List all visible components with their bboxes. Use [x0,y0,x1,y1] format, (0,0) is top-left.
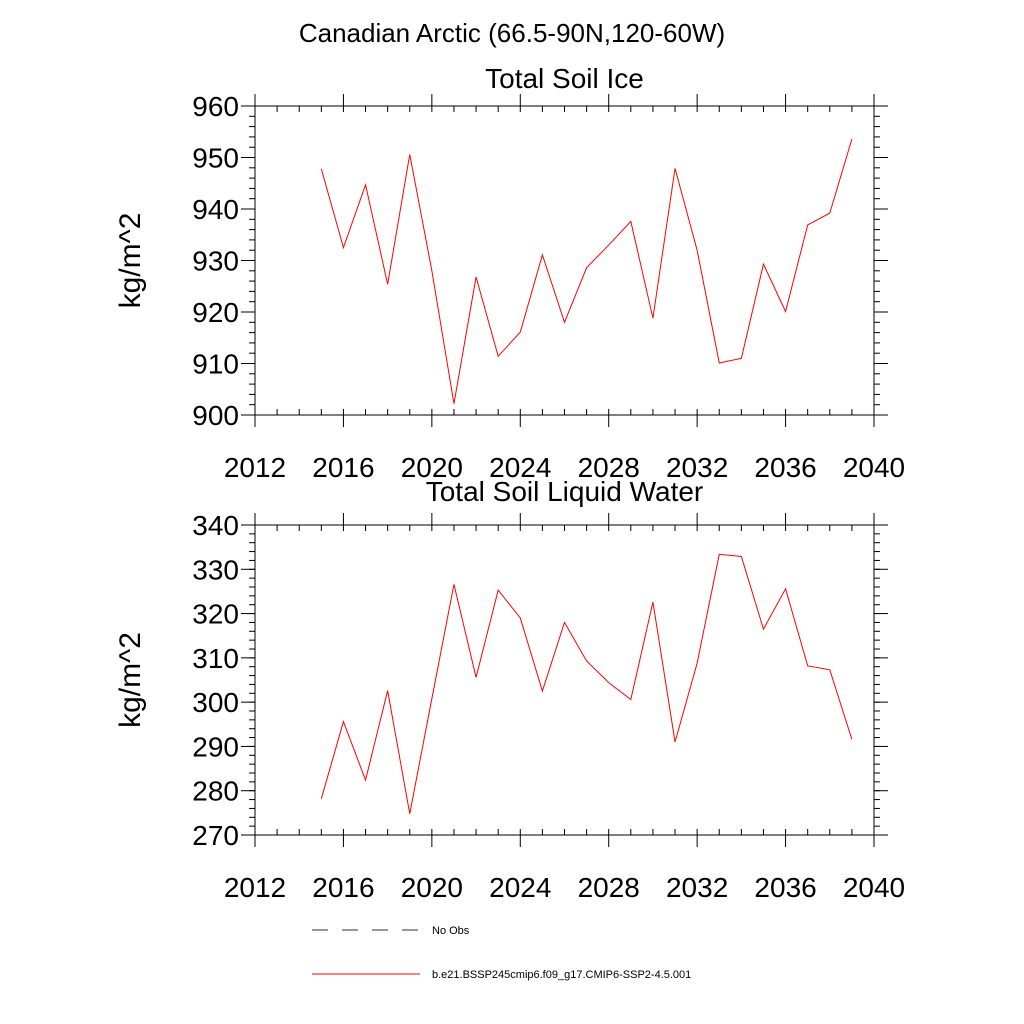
y-axis-label: kg/m^2 [114,632,147,728]
x-tick-label: 2016 [312,872,374,903]
y-tick-label: 330 [192,554,239,585]
x-tick-label: 2036 [754,452,816,483]
series-line [320,138,853,404]
y-tick-label: 960 [192,91,239,122]
y-tick-label: 310 [192,643,239,674]
x-tick-label: 2012 [224,872,286,903]
y-tick-label: 940 [192,194,239,225]
y-tick-label: 280 [192,776,239,807]
y-tick-label: 340 [192,510,239,541]
x-tick-label: 2040 [843,452,905,483]
panel-title: Total Soil Ice [485,63,644,94]
y-tick-label: 910 [192,349,239,380]
y-axis-label: kg/m^2 [114,213,147,309]
x-tick-label: 2024 [489,452,551,483]
x-tick-label: 2024 [489,872,551,903]
legend-label-no-obs: No Obs [432,925,470,937]
x-tick-label: 2028 [578,452,640,483]
y-tick-label: 300 [192,687,239,718]
legend: No Obs b.e21.BSSP245cmip6.f09_g17.CMIP6-… [312,925,691,981]
y-tick-label: 930 [192,246,239,277]
legend-label-model: b.e21.BSSP245cmip6.f09_g17.CMIP6-SSP2-4.… [432,969,691,981]
x-tick-label: 2016 [312,452,374,483]
y-tick-label: 920 [192,297,239,328]
x-tick-label: 2020 [401,452,463,483]
x-tick-label: 2020 [401,872,463,903]
x-tick-label: 2032 [666,872,728,903]
y-tick-label: 900 [192,400,239,431]
x-tick-label: 2028 [578,872,640,903]
plot-frame [254,524,875,836]
y-tick-label: 270 [192,820,239,851]
figure-title: Canadian Arctic (66.5-90N,120-60W) [299,18,725,48]
y-tick-label: 950 [192,143,239,174]
panel-title: Total Soil Liquid Water [426,476,704,507]
plot-frame [254,105,875,416]
y-tick-label: 320 [192,599,239,630]
x-tick-label: 2036 [754,872,816,903]
panel-total-soil-liquid-water: Total Soil Liquid Water kg/m^2 2012 2016 202… [114,476,905,903]
y-tick-label: 290 [192,731,239,762]
x-tick-label: 2032 [666,452,728,483]
series-line [320,553,853,814]
panel-total-soil-ice: Total Soil Ice kg/m^2 2012 2016 2020 2024 2028… [114,63,905,483]
x-tick-label: 2040 [843,872,905,903]
x-tick-label: 2012 [224,452,286,483]
